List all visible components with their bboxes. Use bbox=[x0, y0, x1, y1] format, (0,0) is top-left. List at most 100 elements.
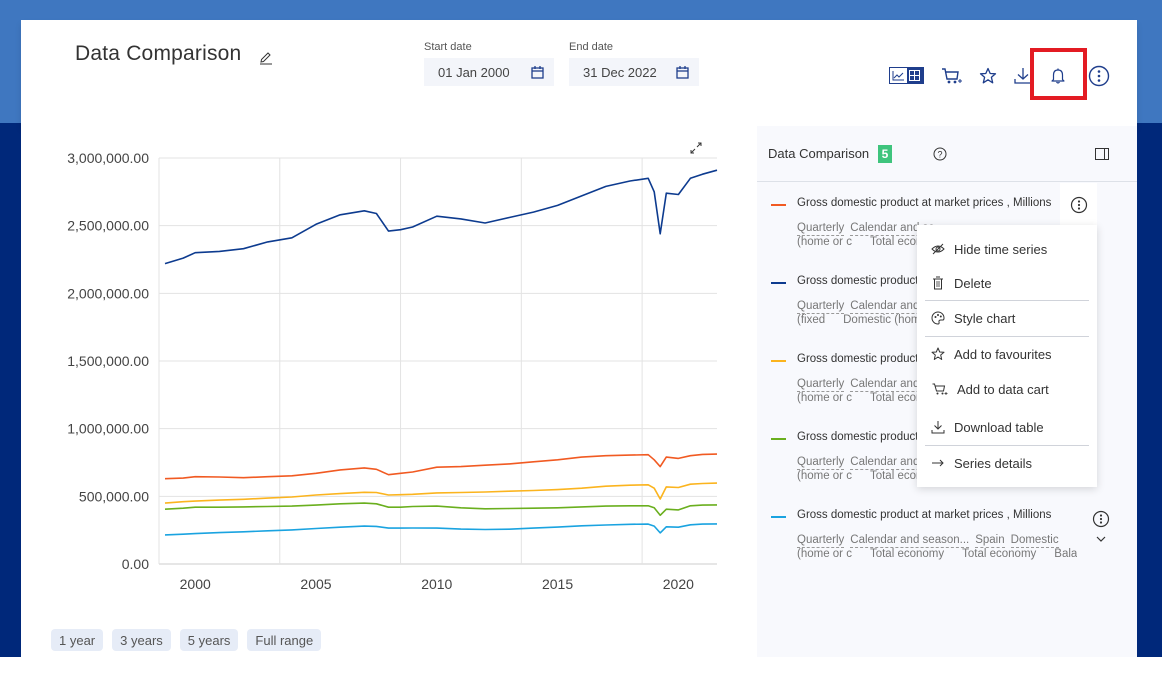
hide-icon bbox=[931, 243, 945, 255]
series-line-1 bbox=[164, 169, 718, 265]
cart-icon bbox=[932, 383, 948, 395]
menu-item-add-to-favourites[interactable]: Add to favourites bbox=[917, 339, 1097, 369]
series-dimension-tag[interactable]: Calendar and season... bbox=[850, 534, 970, 548]
series-name: Gross domestic product at market prices … bbox=[797, 197, 1052, 209]
series-dimension-tag[interactable]: Total economy bbox=[869, 548, 945, 560]
series-dimension-tag[interactable]: Quarterly bbox=[797, 300, 845, 314]
notifications-button[interactable] bbox=[1045, 64, 1071, 88]
range-3-years-button[interactable]: 3 years bbox=[112, 629, 171, 651]
menu-item-style-chart[interactable]: Style chart bbox=[917, 303, 1097, 333]
series-meta: Quarterly Calendar and se (home or c Total … bbox=[797, 456, 937, 482]
series-dimension-tag[interactable]: (home or c bbox=[797, 470, 852, 482]
legend-swatch bbox=[771, 204, 786, 206]
start-date-input[interactable]: 01 Jan 2000 bbox=[424, 58, 554, 86]
series-line-5 bbox=[164, 523, 718, 536]
view-toggle[interactable] bbox=[889, 67, 924, 84]
y-tick-label: 500,000.00 bbox=[79, 488, 149, 504]
series-1-menu-button-active[interactable] bbox=[1060, 183, 1097, 225]
calendar-icon[interactable] bbox=[676, 65, 689, 79]
series-name: Gross domestic product at market prices … bbox=[797, 509, 1052, 521]
series-dimension-tag[interactable]: Calendar and se bbox=[850, 456, 935, 470]
series-name: Gross domestic product at n bbox=[797, 275, 941, 287]
menu-item-label: Delete bbox=[954, 275, 992, 291]
series-dimension-tag[interactable]: Total economy bbox=[962, 548, 1037, 560]
chevron-down-icon[interactable] bbox=[1094, 534, 1108, 544]
calendar-icon[interactable] bbox=[531, 65, 544, 79]
series-meta: Quarterly Calendar and season... Spain Dome… bbox=[797, 534, 1077, 560]
series-item[interactable]: Gross domestic product at n Quarterly Cale… bbox=[757, 418, 1137, 488]
legend-swatch bbox=[771, 516, 786, 518]
y-tick-label: 2,000,000.00 bbox=[67, 285, 149, 301]
series-dimension-tag[interactable]: Domestic bbox=[1010, 534, 1059, 548]
x-tick-label: 2000 bbox=[180, 576, 211, 592]
chart-view-button[interactable] bbox=[890, 68, 907, 83]
series-dimension-tag[interactable]: Calendar and se bbox=[850, 378, 935, 392]
table-view-button[interactable] bbox=[906, 68, 923, 83]
series-context-menu: Hide time series Delete Style chart Add … bbox=[917, 225, 1097, 487]
range-1-year-button[interactable]: 1 year bbox=[51, 629, 104, 651]
menu-item-delete[interactable]: Delete bbox=[917, 268, 1097, 298]
series-meta: Quarterly Calendar and se (home or c Total … bbox=[797, 378, 937, 404]
y-tick-label: 1,500,000.00 bbox=[67, 353, 149, 369]
help-icon[interactable]: ? bbox=[933, 147, 947, 161]
range-full-button[interactable]: Full range bbox=[247, 629, 322, 651]
menu-item-hide-time-series[interactable]: Hide time series bbox=[917, 234, 1097, 264]
star-icon bbox=[931, 347, 945, 360]
menu-separator bbox=[925, 445, 1089, 446]
series-dimension-tag[interactable]: (fixed bbox=[797, 314, 826, 326]
series-dimension-tag[interactable]: (home or c bbox=[797, 548, 852, 560]
series-dimension-tag[interactable]: Domestic (home c bbox=[843, 314, 936, 326]
series-line-2 bbox=[164, 453, 718, 480]
line-chart: 0.00 500,000.00 1,000,000.00 1,500,000.00 2,… bbox=[67, 150, 718, 592]
header-card: Data Comparison Start date 01 Jan 2000 E… bbox=[21, 20, 1137, 126]
chart-area: 0.00 500,000.00 1,000,000.00 1,500,000.00 2,… bbox=[21, 126, 757, 657]
menu-separator bbox=[925, 300, 1089, 301]
series-meta: Quarterly Calendar and se (home or c Total … bbox=[797, 222, 937, 248]
series-item[interactable]: Gross domestic product at n Quarterly Cale… bbox=[757, 262, 1137, 332]
more-options-button[interactable] bbox=[1086, 64, 1112, 88]
svg-text:?: ? bbox=[937, 150, 942, 160]
series-name: Gross domestic product at n bbox=[797, 353, 941, 365]
download-icon bbox=[931, 421, 945, 434]
add-to-cart-button[interactable] bbox=[939, 64, 965, 88]
end-date-label: End date bbox=[569, 41, 614, 53]
more-options-icon[interactable] bbox=[1092, 510, 1110, 528]
series-dimension-tag[interactable]: (home or c bbox=[797, 236, 852, 248]
end-date-group: End date 31 Dec 2022 bbox=[569, 41, 699, 86]
side-panel-title: Data Comparison bbox=[768, 146, 870, 161]
series-dimension-tag[interactable]: Calendar and se bbox=[850, 300, 935, 314]
chart-view-icon bbox=[892, 71, 904, 81]
menu-item-series-details[interactable]: Series details bbox=[917, 448, 1097, 478]
series-dimension-tag[interactable]: Balance bbox=[1054, 548, 1077, 560]
panel-toggle-icon[interactable] bbox=[1095, 148, 1109, 160]
series-dimension-tag[interactable]: Quarterly bbox=[797, 534, 845, 548]
favourite-star-icon bbox=[979, 67, 997, 84]
legend-swatch bbox=[771, 282, 786, 284]
range-5-years-button[interactable]: 5 years bbox=[179, 629, 239, 651]
series-dimension-tag[interactable]: Spain bbox=[975, 534, 1005, 548]
expand-chart-icon[interactable] bbox=[689, 141, 703, 155]
legend-swatch bbox=[771, 438, 786, 440]
edit-pencil-icon[interactable] bbox=[259, 51, 273, 65]
series-item[interactable]: Gross domestic product at market prices … bbox=[757, 496, 1137, 566]
menu-item-add-to-data-cart[interactable]: Add to data cart bbox=[917, 374, 1097, 404]
menu-separator bbox=[925, 336, 1089, 337]
series-line-4 bbox=[164, 502, 718, 517]
series-dimension-tag[interactable]: Quarterly bbox=[797, 378, 845, 392]
arrow-right-icon bbox=[932, 459, 944, 467]
series-line-3 bbox=[164, 482, 718, 504]
series-name: Gross domestic product at n bbox=[797, 431, 941, 443]
series-dimension-tag[interactable]: Calendar and se bbox=[850, 222, 935, 236]
series-meta: Quarterly Calendar and se (fixed Domestic (… bbox=[797, 300, 937, 326]
series-dimension-tag[interactable]: Quarterly bbox=[797, 456, 845, 470]
end-date-input[interactable]: 31 Dec 2022 bbox=[569, 58, 699, 86]
favourite-button[interactable] bbox=[975, 64, 1001, 88]
menu-item-label: Hide time series bbox=[954, 241, 1048, 257]
series-dimension-tag[interactable]: Quarterly bbox=[797, 222, 845, 236]
series-dimension-tag[interactable]: (home or c bbox=[797, 392, 852, 404]
menu-item-label: Add to data cart bbox=[957, 381, 1049, 397]
x-tick-label: 2020 bbox=[663, 576, 694, 592]
start-date-value: 01 Jan 2000 bbox=[438, 64, 510, 80]
more-options-icon bbox=[1088, 65, 1110, 87]
menu-item-download-table[interactable]: Download table bbox=[917, 412, 1097, 442]
